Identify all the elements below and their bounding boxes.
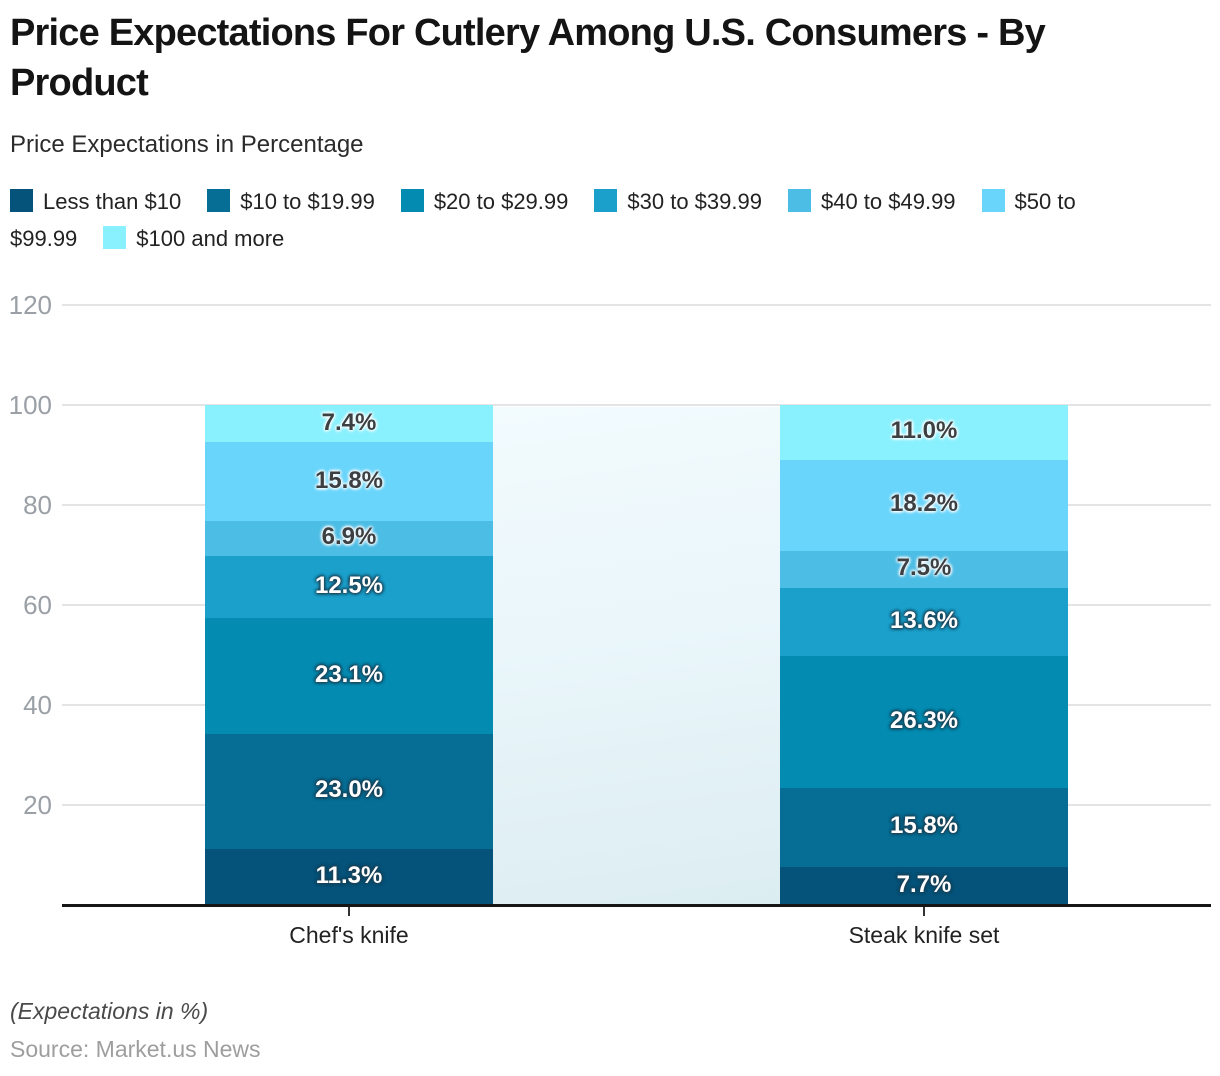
y-tick-label-40: 40 bbox=[23, 690, 52, 720]
legend-item-3[interactable]: $30 to $39.99 bbox=[594, 189, 762, 214]
stacked-bar-1: 7.7% 15.8% 26.3% 13.6% 7.5% 18.2% 11.0% bbox=[780, 404, 1068, 905]
segment-value-label: 7.4% bbox=[321, 408, 377, 436]
x-axis-line bbox=[62, 904, 1211, 907]
y-tick-label-20: 20 bbox=[23, 790, 52, 820]
legend: Less than $10 $10 to $19.99 $20 to $29.99 $… bbox=[10, 183, 1150, 257]
segment-value-label: 18.2% bbox=[889, 490, 959, 517]
source-credit: Source: Market.us News bbox=[10, 1036, 261, 1062]
legend-swatch-icon bbox=[594, 189, 618, 212]
bar-segment[interactable]: 6.9% bbox=[205, 521, 493, 556]
segment-value-label: 6.9% bbox=[321, 523, 377, 551]
bar-segment[interactable]: 18.2% bbox=[780, 459, 1068, 551]
legend-item-6[interactable]: $100 and more bbox=[103, 226, 284, 251]
segment-value-label: 23.0% bbox=[314, 776, 384, 803]
bar-segment[interactable]: 23.1% bbox=[205, 618, 493, 734]
gridline-100 bbox=[62, 404, 1211, 406]
bar-segment[interactable]: 7.4% bbox=[205, 405, 493, 442]
gridline-120 bbox=[62, 304, 1211, 306]
segment-value-label: 15.8% bbox=[889, 812, 959, 839]
legend-item-4[interactable]: $40 to $49.99 bbox=[787, 189, 956, 214]
chart-title: Price Expectations For Cutlery Among U.S… bbox=[10, 12, 1046, 104]
segment-value-label: 7.7% bbox=[896, 870, 952, 898]
segment-value-label: 23.1% bbox=[314, 660, 384, 688]
y-tick-label-80: 80 bbox=[23, 490, 52, 520]
legend-item-0[interactable]: Less than $10 bbox=[10, 189, 181, 214]
segment-value-label: 7.5% bbox=[896, 554, 952, 582]
x-tick bbox=[923, 907, 925, 916]
bar-segment[interactable]: 7.5% bbox=[780, 550, 1068, 588]
bar-segment[interactable]: 12.5% bbox=[205, 555, 493, 618]
stacked-bar-0: 11.3% 23.0% 23.1% 12.5% 6.9% 15.8% 7.4% bbox=[205, 405, 493, 905]
bar-segment[interactable]: 15.8% bbox=[780, 787, 1068, 867]
legend-item-1[interactable]: $10 to $19.99 bbox=[207, 189, 375, 214]
bar-segment[interactable]: 11.3% bbox=[205, 848, 493, 905]
category-label-0: Chef's knife bbox=[289, 922, 409, 948]
legend-swatch-icon bbox=[10, 189, 33, 212]
y-tick-label-100: 100 bbox=[8, 390, 52, 420]
legend-item-5[interactable]: $50 to $99.99 bbox=[10, 189, 1076, 251]
legend-swatch-icon bbox=[103, 226, 127, 249]
segment-value-label: 12.5% bbox=[314, 571, 384, 599]
bar-segment[interactable]: 7.7% bbox=[780, 866, 1068, 905]
bar-segment[interactable]: 13.6% bbox=[780, 588, 1068, 656]
legend-item-2[interactable]: $20 to $29.99 bbox=[400, 189, 568, 214]
footnote: (Expectations in %) bbox=[10, 998, 209, 1024]
x-tick bbox=[348, 907, 350, 916]
bar-segment[interactable]: 15.8% bbox=[205, 442, 493, 521]
y-tick-label-120: 120 bbox=[8, 290, 52, 320]
segment-value-label: 11.3% bbox=[315, 861, 383, 889]
chart-subtitle: Price Expectations in Percentage bbox=[10, 131, 364, 158]
legend-swatch-icon bbox=[207, 189, 231, 212]
segment-value-label: 26.3% bbox=[889, 706, 959, 734]
y-tick-label-60: 60 bbox=[23, 590, 52, 620]
segment-value-label: 15.8% bbox=[314, 466, 384, 494]
bar-segment[interactable]: 26.3% bbox=[780, 656, 1068, 788]
watermark-panel bbox=[493, 407, 780, 905]
segment-value-label: 13.6% bbox=[889, 607, 959, 634]
bar-segment[interactable]: 23.0% bbox=[205, 733, 493, 849]
legend-swatch-icon bbox=[981, 189, 1005, 212]
category-label-1: Steak knife set bbox=[848, 922, 1000, 948]
legend-swatch-icon bbox=[400, 189, 424, 212]
legend-swatch-icon bbox=[787, 189, 811, 212]
segment-value-label: 11.0% bbox=[890, 417, 958, 444]
bar-segment[interactable]: 11.0% bbox=[780, 404, 1068, 460]
